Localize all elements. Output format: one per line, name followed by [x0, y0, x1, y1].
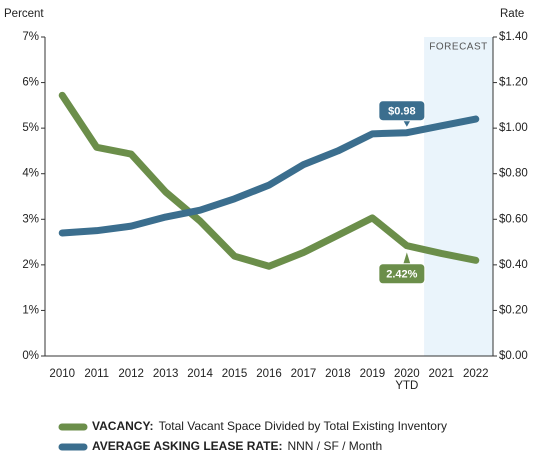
- y2-axis-title: Rate: [500, 8, 524, 20]
- series-line: [58, 115, 480, 237]
- y-axis-title: Percent: [4, 8, 44, 20]
- callout-box: [378, 249, 426, 285]
- x-tick-label: 2011: [84, 368, 109, 380]
- data-label: $0.98: [388, 106, 416, 118]
- y2-tick-label: $0.40: [499, 259, 528, 271]
- x-tick-label: 2012: [118, 368, 144, 380]
- x-tick-label: 2017: [291, 368, 317, 380]
- y-tick-label: 5%: [22, 122, 39, 134]
- callout-box: [378, 100, 426, 129]
- legend-name: AVERAGE ASKING LEASE RATE:: [92, 439, 282, 453]
- legend-label: VACANCY: Total Vacant Space Divided by To…: [92, 419, 447, 433]
- x-tick-label: 2010: [49, 368, 75, 380]
- y-tick-label: 3%: [22, 213, 39, 225]
- y2-tick-label: $0.20: [499, 304, 528, 316]
- legend-description: Total Vacant Space Divided by Total Exis…: [159, 419, 447, 433]
- x-tick-label: 2018: [325, 368, 351, 380]
- y-tick-label: 2%: [22, 259, 39, 271]
- legend-description: NNN / SF / Month: [287, 439, 382, 453]
- x-tick-label: 2020 YTD: [394, 368, 420, 392]
- y2-tick-label: $0.00: [499, 350, 528, 362]
- y-tick-label: 0%: [22, 350, 39, 362]
- y-tick-label: 7%: [22, 31, 39, 43]
- x-tick-label: 2013: [153, 368, 179, 380]
- y-tick-label: 4%: [22, 168, 39, 180]
- y2-tick-label: $1.00: [499, 122, 528, 134]
- legend-name: VACANCY:: [92, 419, 154, 433]
- y2-tick-label: $0.60: [499, 213, 528, 225]
- y2-tick-label: $1.40: [499, 31, 528, 43]
- x-tick-label: 2014: [187, 368, 213, 380]
- x-tick-label: 2022: [463, 368, 489, 380]
- x-tick-label: 2019: [360, 368, 386, 380]
- data-label: 2.42%: [386, 269, 417, 281]
- y-tick-label: 6%: [22, 77, 39, 89]
- x-tick-label: 2015: [222, 368, 248, 380]
- x-tick-label: 2021: [429, 368, 455, 380]
- forecast-band: [424, 37, 493, 356]
- series-line: [58, 91, 480, 270]
- y-tick-label: 1%: [22, 304, 39, 316]
- forecast-label: FORECAST: [429, 42, 487, 53]
- y2-tick-label: $1.20: [499, 77, 528, 89]
- legend-label: AVERAGE ASKING LEASE RATE: NNN / SF / Mon…: [92, 439, 382, 453]
- y2-tick-label: $0.80: [499, 168, 528, 180]
- x-tick-label: 2016: [256, 368, 282, 380]
